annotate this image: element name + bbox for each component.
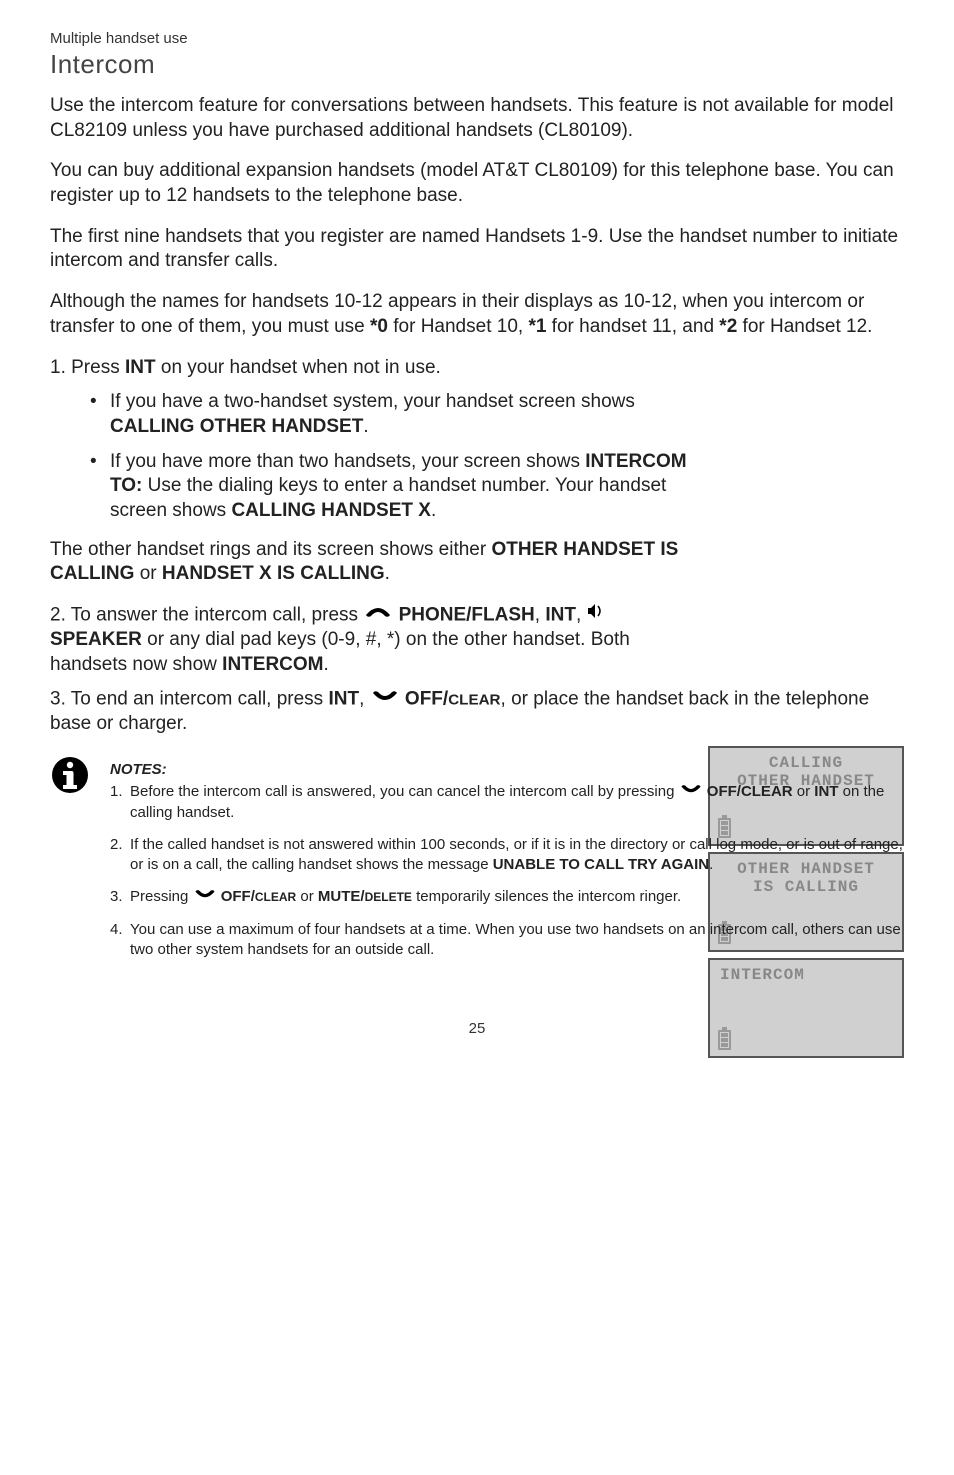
notes-title: NOTES: <box>110 761 904 778</box>
s2-speaker: SPEAKER <box>50 629 142 650</box>
other-e: . <box>385 563 390 584</box>
p4-text-b: for Handset 10, <box>388 316 528 337</box>
step-1: 1. Press INT on your handset when not in… <box>50 356 904 381</box>
s2-c: , <box>576 604 587 625</box>
n1-b: or <box>793 783 815 800</box>
n3-clear: CLEAR <box>255 890 296 904</box>
phone-hangup-icon <box>679 781 703 801</box>
bullet-two-handset: If you have a two-handset system, your h… <box>110 390 690 439</box>
s2-e: . <box>324 654 329 675</box>
intro-para-2: You can buy additional expansion handset… <box>50 159 904 208</box>
b2-d: CALLING HANDSET X <box>231 500 431 521</box>
phone-hangup-icon <box>370 686 400 711</box>
s3-a: 3. To end an intercom call, press <box>50 689 328 710</box>
speaker-icon <box>587 602 605 627</box>
p4-star2: *2 <box>719 316 737 337</box>
b2-a: If you have more than two handsets, your… <box>110 451 585 472</box>
other-handset-para: The other handset rings and its screen s… <box>50 538 690 587</box>
intro-para-4: Although the names for handsets 10-12 ap… <box>50 290 904 339</box>
n1-a: Before the intercom call is answered, yo… <box>130 783 679 800</box>
lcd3-line1: INTERCOM <box>716 966 896 984</box>
b2-e: . <box>431 500 436 521</box>
phone-handset-icon <box>363 602 393 627</box>
p4-star1: *1 <box>528 316 546 337</box>
intro-para-1: Use the intercom feature for conversatio… <box>50 94 904 143</box>
n3-mute: MUTE/ <box>318 888 365 905</box>
info-icon <box>50 755 90 795</box>
p4-text-d: for Handset 12. <box>737 316 872 337</box>
other-c: or <box>134 563 161 584</box>
s3-off: OFF/ <box>405 689 448 710</box>
b1-b: CALLING OTHER HANDSET <box>110 416 363 437</box>
notes-section: NOTES: Before the intercom call is answe… <box>50 761 904 960</box>
battery-icon <box>718 1030 731 1050</box>
note-2: If the called handset is not answered wi… <box>110 835 904 876</box>
n3-delete: DELETE <box>365 890 412 904</box>
n3-off: OFF/ <box>221 888 255 905</box>
p4-star0: *0 <box>370 316 388 337</box>
section-header: Multiple handset use <box>50 30 904 47</box>
notes-list: Before the intercom call is answered, yo… <box>110 782 904 960</box>
n3-c: temporarily silences the intercom ringer… <box>412 888 681 905</box>
b1-c: . <box>363 416 368 437</box>
other-d: HANDSET X IS CALLING <box>162 563 385 584</box>
n2-b: UNABLE TO CALL TRY AGAIN <box>493 856 709 873</box>
s2-b: , <box>535 604 546 625</box>
step-2: 2. To answer the intercom call, press PH… <box>50 603 690 677</box>
s3-int: INT <box>328 689 359 710</box>
step1-b: on your handset when not in use. <box>156 357 441 378</box>
bullet-multi-handset: If you have more than two handsets, your… <box>110 450 690 524</box>
note-3: Pressing OFF/CLEAR or MUTE/DELETE tempor… <box>110 887 904 907</box>
s2-intercom: INTERCOM <box>222 654 323 675</box>
step1-a: 1. Press <box>50 357 125 378</box>
step1-int: INT <box>125 357 156 378</box>
n2-c: . <box>709 856 713 873</box>
n1-int: INT <box>814 783 838 800</box>
s3-clear: CLEAR <box>448 692 500 709</box>
page-title: Intercom <box>50 49 904 80</box>
n3-b: or <box>296 888 318 905</box>
intro-para-3: The first nine handsets that you registe… <box>50 225 904 274</box>
b1-a: If you have a two-handset system, your h… <box>110 391 635 412</box>
step-3: 3. To end an intercom call, press INT, O… <box>50 687 904 737</box>
s2-a: 2. To answer the intercom call, press <box>50 604 363 625</box>
s3-b: , <box>359 689 370 710</box>
s2-int: INT <box>545 604 576 625</box>
note-1: Before the intercom call is answered, yo… <box>110 782 904 823</box>
n1-off: OFF/CLEAR <box>707 783 793 800</box>
phone-hangup-icon <box>193 886 217 906</box>
other-a: The other handset rings and its screen s… <box>50 539 491 560</box>
n3-a: Pressing <box>130 888 193 905</box>
note-4: You can use a maximum of four handsets a… <box>110 920 904 961</box>
lcd-screen-intercom: INTERCOM <box>708 958 904 1058</box>
step1-bullets: If you have a two-handset system, your h… <box>50 390 690 523</box>
p4-text-c: for handset 11, and <box>546 316 719 337</box>
s2-phone: PHONE/FLASH <box>399 604 535 625</box>
